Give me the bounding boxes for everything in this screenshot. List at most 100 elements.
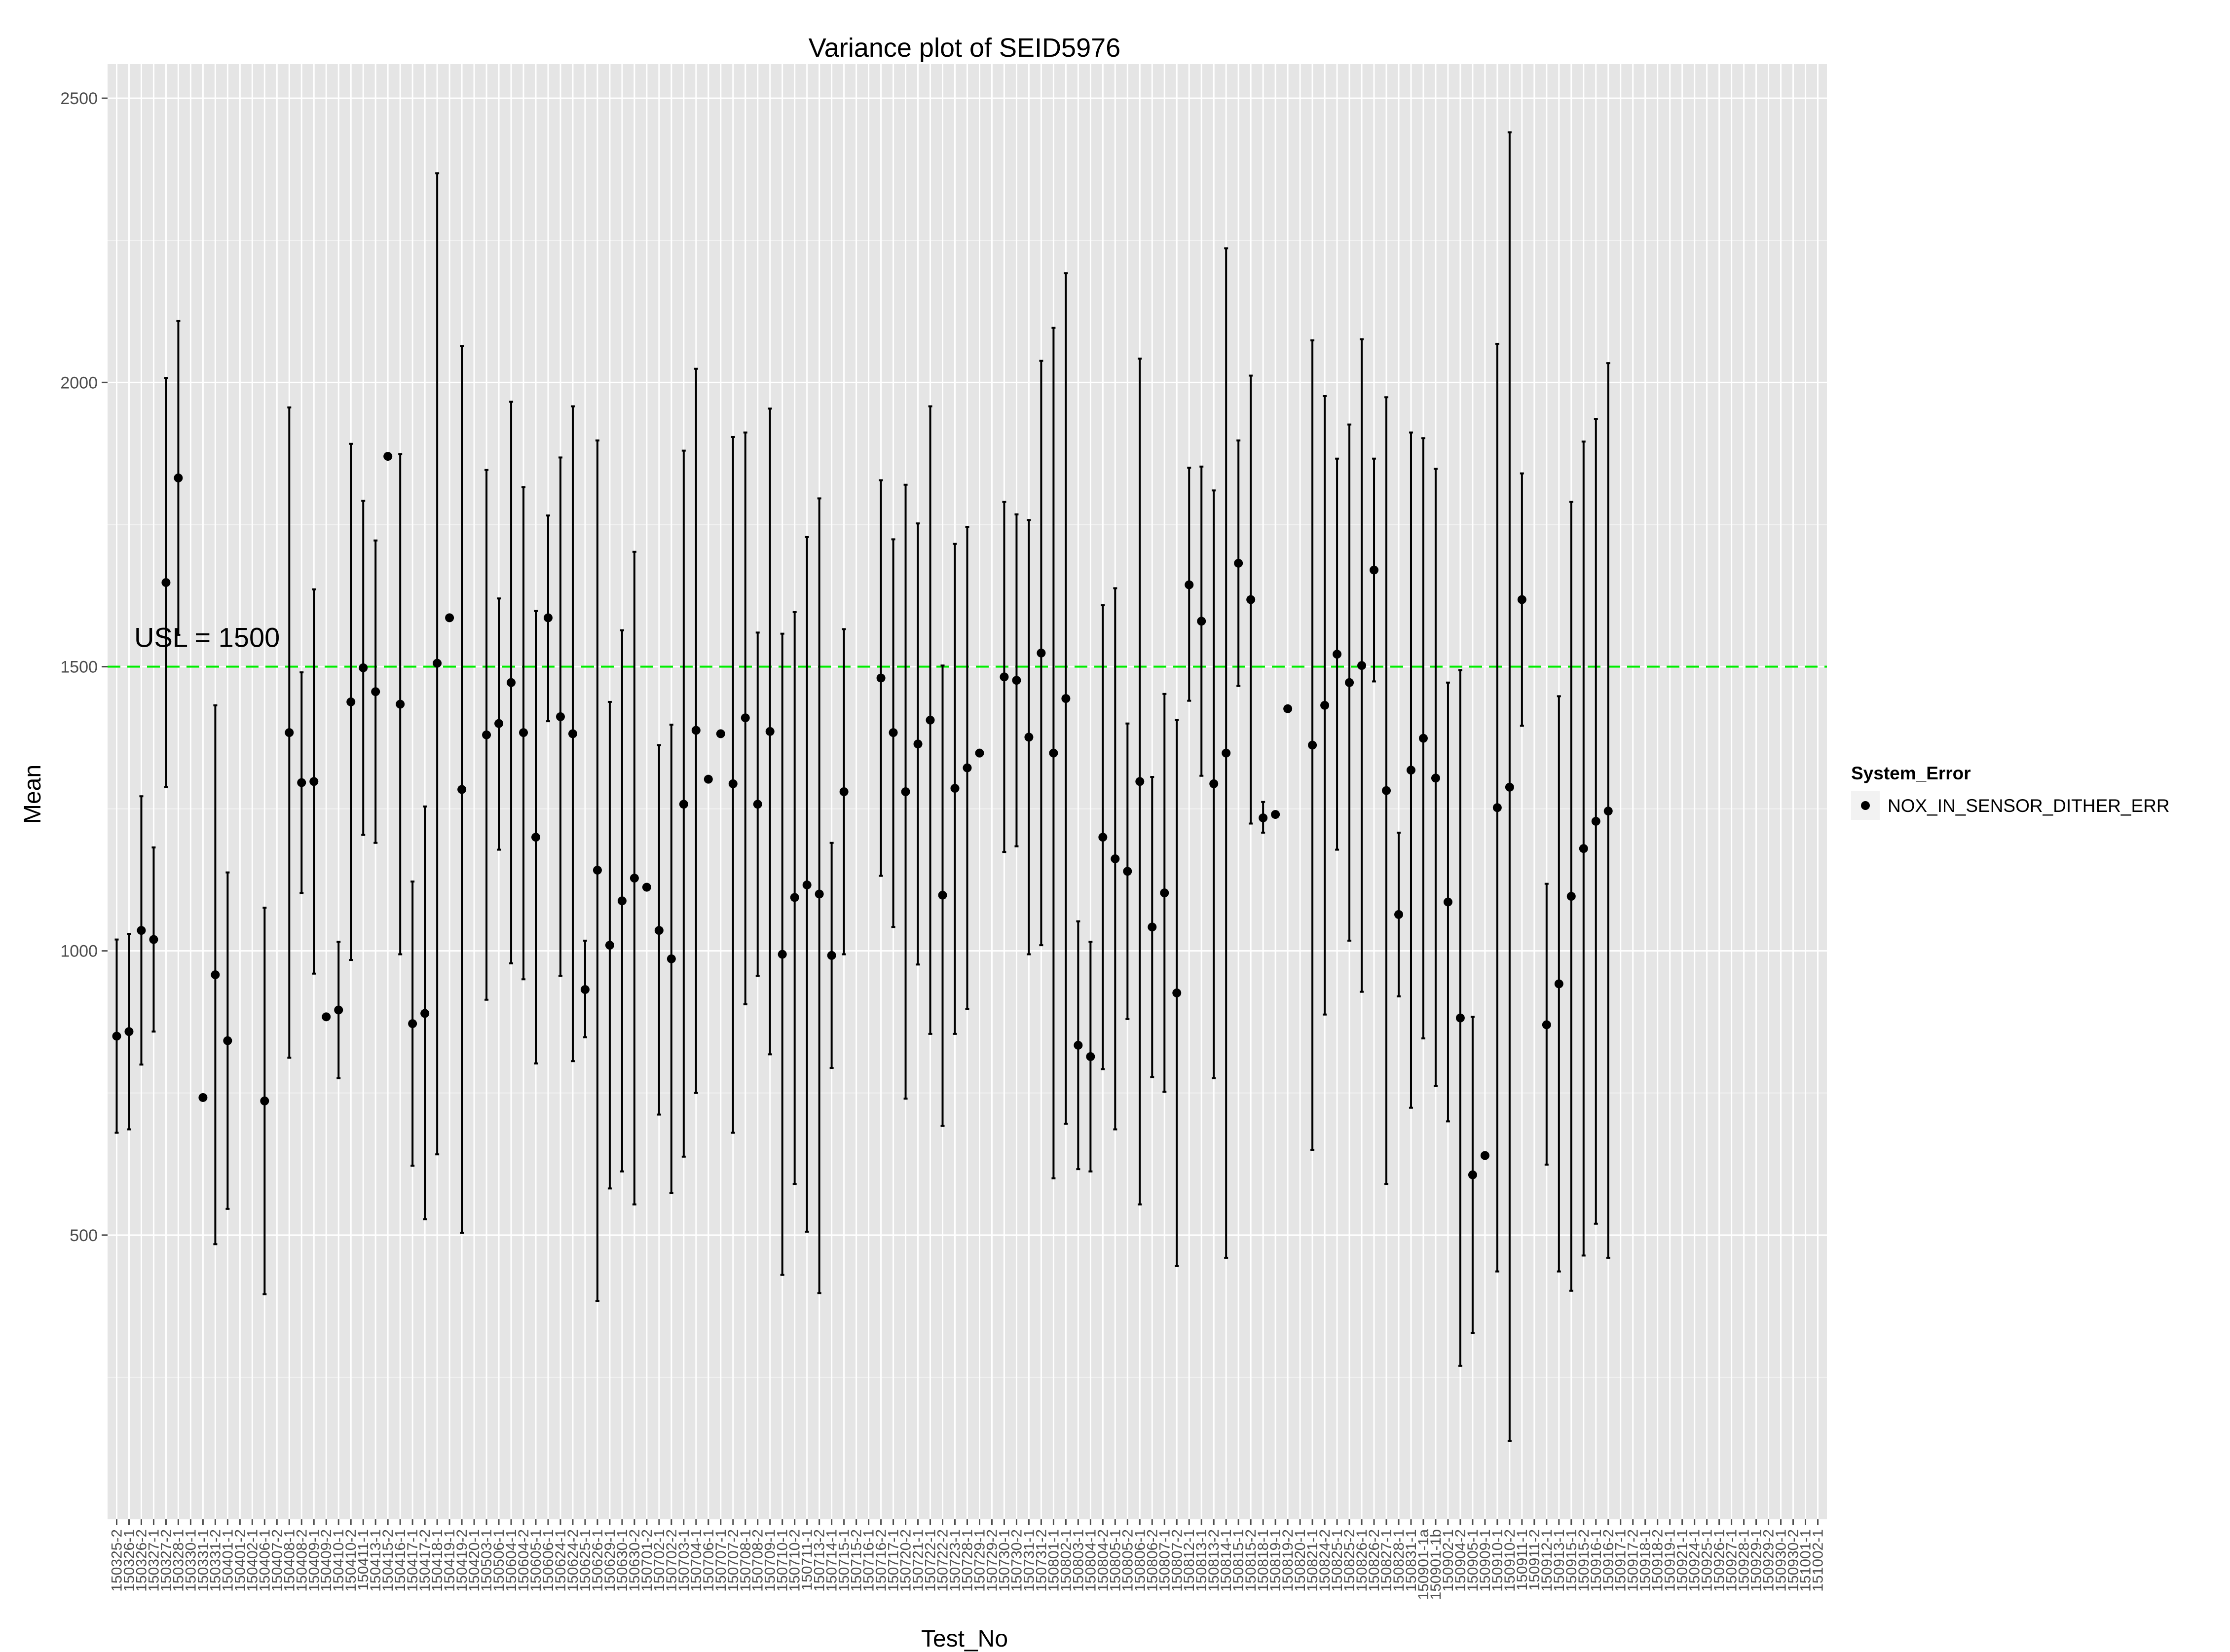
data-point-group	[889, 538, 898, 928]
mean-point	[445, 613, 454, 623]
x-tick-label: 150406-1	[257, 1529, 273, 1592]
data-point-group	[161, 377, 171, 788]
x-tick-label: 150930-2	[1785, 1529, 1802, 1592]
y-tick-label: 1500	[60, 658, 98, 676]
mean-point	[1160, 888, 1169, 898]
data-point-group	[802, 536, 812, 1233]
data-point-group	[396, 453, 405, 955]
x-tick-label: 150327-2	[158, 1529, 174, 1592]
x-tick-label: 150327-1	[146, 1529, 162, 1592]
x-tick-label: 150730-2	[1008, 1529, 1025, 1592]
data-point-group	[1098, 604, 1108, 1070]
data-point-group	[1492, 342, 1502, 1273]
mean-point	[1000, 672, 1009, 682]
x-tick-label: 150917-1	[1613, 1529, 1629, 1592]
mean-point	[1370, 565, 1379, 575]
x-tick-label: 150401-2	[232, 1529, 248, 1592]
mean-point	[716, 729, 725, 738]
mean-point	[1123, 867, 1132, 876]
data-point-group	[494, 597, 504, 851]
mean-point	[778, 950, 787, 959]
data-point-group	[1480, 1151, 1489, 1160]
x-tick-label: 150720-2	[898, 1529, 914, 1592]
data-point-group	[309, 588, 319, 975]
data-point-group	[926, 405, 935, 1035]
x-tick-label: 150707-2	[725, 1529, 742, 1592]
x-axis-title: Test_No	[921, 1626, 1008, 1652]
y-axis-ticks: 500 1000 1500 2000 2500	[60, 89, 108, 1245]
x-tick-label: 150704-1	[688, 1529, 705, 1592]
mean-point	[359, 663, 368, 672]
data-point-group	[112, 938, 121, 1134]
data-point-group	[519, 486, 528, 981]
x-tick-label: 150918-1	[1637, 1529, 1654, 1592]
legend: System_Error NOX_IN_SENSOR_DITHER_ERR	[1851, 763, 2170, 820]
data-point-group	[1111, 587, 1120, 1131]
data-point-group	[1160, 693, 1169, 1093]
mean-point	[1209, 779, 1219, 788]
x-tick-label: 150902-1	[1440, 1529, 1456, 1592]
y-tick-label: 2500	[60, 89, 98, 108]
data-point-group	[322, 1012, 331, 1022]
data-point-group	[174, 320, 183, 636]
mean-point	[1234, 558, 1243, 568]
mean-point	[1394, 910, 1403, 919]
x-tick-label: 150909-1	[1477, 1529, 1493, 1592]
x-tick-label: 150730-1	[996, 1529, 1012, 1592]
data-point-group	[1197, 465, 1206, 777]
x-tick-label: 150912-1	[1539, 1529, 1555, 1592]
mean-point	[1320, 700, 1330, 710]
x-tick-label: 150806-1	[1132, 1529, 1148, 1592]
x-tick-label: 150626-1	[590, 1529, 606, 1592]
x-tick-label: 150911-1	[1514, 1529, 1530, 1591]
x-tick-label: 150407-2	[269, 1529, 285, 1592]
mean-point	[1542, 1020, 1551, 1029]
x-tick-label: 150827-1	[1378, 1529, 1395, 1592]
data-point-group	[1505, 131, 1514, 1442]
data-point-group	[371, 539, 380, 844]
x-tick-label: 150821-1	[1304, 1529, 1321, 1592]
x-tick-label: 150815-2	[1243, 1529, 1259, 1592]
mean-point	[433, 659, 442, 668]
x-tick-label: 150813-1	[1193, 1529, 1210, 1592]
mean-point	[1333, 650, 1342, 659]
x-tick-label: 150819-1	[1267, 1529, 1284, 1592]
mean-point	[149, 935, 158, 944]
mean-point	[1074, 1040, 1083, 1050]
mean-point	[371, 687, 380, 697]
x-tick-label: 150901-1b	[1428, 1529, 1444, 1600]
mean-point	[1308, 740, 1317, 750]
x-tick-label: 150807-1	[1156, 1529, 1173, 1592]
mean-point	[223, 1036, 232, 1045]
x-tick-label: 150803-1	[1070, 1529, 1086, 1592]
x-tick-label: 150410-1	[331, 1529, 347, 1592]
mean-point	[334, 1005, 343, 1015]
mean-point	[580, 985, 590, 994]
data-point-group	[383, 452, 393, 461]
data-point-group	[531, 610, 541, 1065]
mean-point	[753, 800, 762, 809]
data-point-group	[593, 439, 602, 1302]
data-point-group	[963, 526, 972, 1010]
x-tick-label: 150929-2	[1761, 1529, 1777, 1592]
data-point-group	[654, 744, 664, 1116]
x-tick-label: 150826-2	[1366, 1529, 1382, 1592]
mean-point	[617, 896, 627, 906]
mean-point	[1505, 782, 1514, 792]
mean-point	[543, 613, 553, 623]
x-tick-label: 150722-2	[935, 1529, 951, 1592]
data-point-group	[223, 871, 232, 1210]
x-tick-label: 150805-2	[1119, 1529, 1136, 1592]
data-point-group	[667, 724, 676, 1194]
data-point-group	[642, 882, 651, 892]
x-tick-label: 150706-1	[701, 1529, 717, 1592]
mean-point	[1185, 580, 1194, 589]
mean-point	[531, 833, 541, 842]
x-tick-label: 150408-2	[294, 1529, 310, 1592]
x-tick-label: 150331-1	[195, 1529, 211, 1592]
mean-point	[507, 678, 516, 687]
data-point-group	[359, 500, 368, 836]
data-point-group	[1542, 882, 1551, 1166]
x-tick-label: 150905-1	[1465, 1529, 1481, 1592]
